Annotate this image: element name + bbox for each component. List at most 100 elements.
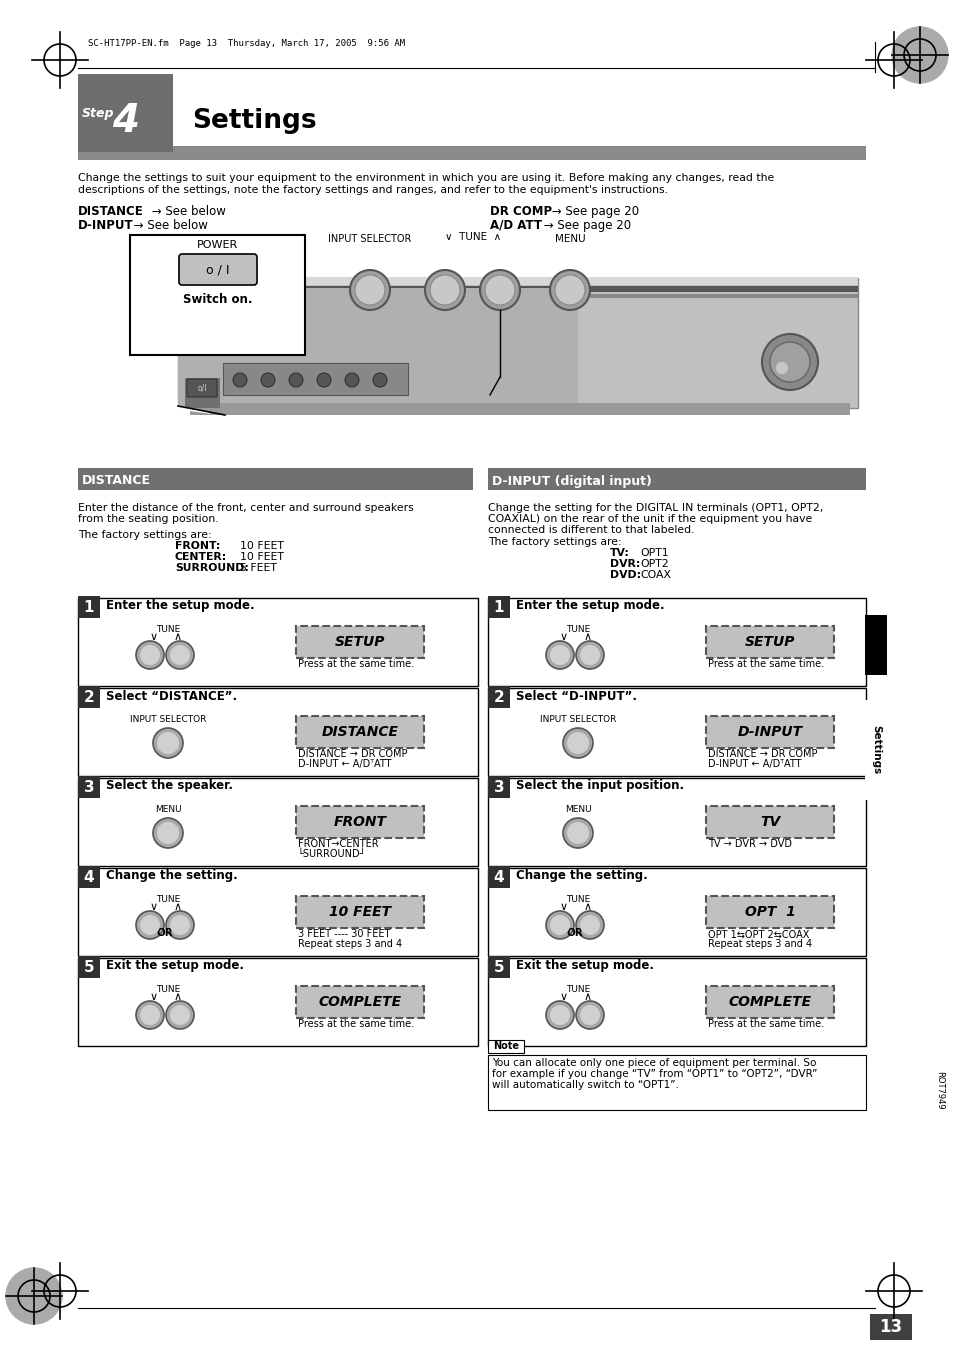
FancyBboxPatch shape bbox=[705, 896, 833, 928]
Text: will automatically switch to “OPT1”.: will automatically switch to “OPT1”. bbox=[492, 1079, 679, 1090]
Circle shape bbox=[550, 644, 569, 665]
FancyBboxPatch shape bbox=[705, 807, 833, 838]
Bar bbox=[864, 700, 886, 800]
FancyBboxPatch shape bbox=[179, 254, 256, 285]
Text: 5: 5 bbox=[493, 959, 504, 974]
Text: TUNE: TUNE bbox=[565, 626, 590, 635]
Circle shape bbox=[140, 1005, 160, 1025]
Text: Press at the same time.: Press at the same time. bbox=[707, 659, 823, 669]
Circle shape bbox=[424, 270, 464, 309]
Circle shape bbox=[136, 640, 164, 669]
Text: Press at the same time.: Press at the same time. bbox=[297, 1019, 414, 1029]
Text: POWER: POWER bbox=[197, 240, 238, 250]
Bar bbox=[488, 778, 865, 866]
Text: Exit the setup mode.: Exit the setup mode. bbox=[516, 959, 654, 973]
Circle shape bbox=[136, 1001, 164, 1029]
Bar bbox=[78, 958, 477, 1046]
Text: o / I: o / I bbox=[206, 263, 230, 277]
Bar bbox=[488, 467, 865, 490]
Bar bbox=[78, 775, 100, 798]
Bar bbox=[488, 596, 510, 617]
Text: 4: 4 bbox=[493, 870, 504, 885]
Bar bbox=[488, 688, 865, 775]
Bar bbox=[190, 403, 849, 415]
FancyBboxPatch shape bbox=[705, 626, 833, 658]
Text: Step 4: Step 4 bbox=[870, 626, 880, 665]
Text: D-INPUT (digital input): D-INPUT (digital input) bbox=[492, 474, 651, 488]
Bar bbox=[78, 596, 100, 617]
Bar bbox=[178, 286, 857, 292]
Text: ∧: ∧ bbox=[583, 902, 592, 912]
Bar bbox=[488, 958, 865, 1046]
Circle shape bbox=[166, 911, 193, 939]
Bar bbox=[78, 957, 100, 978]
Circle shape bbox=[769, 342, 809, 382]
Circle shape bbox=[484, 276, 515, 305]
Circle shape bbox=[170, 644, 190, 665]
Bar bbox=[78, 866, 100, 888]
Text: 1: 1 bbox=[494, 600, 504, 615]
Circle shape bbox=[576, 640, 603, 669]
Text: DISTANCE: DISTANCE bbox=[82, 474, 151, 488]
Circle shape bbox=[289, 373, 303, 386]
Text: The factory settings are:: The factory settings are: bbox=[78, 530, 212, 540]
Text: Change the settings to suit your equipment to the environment in which you are u: Change the settings to suit your equipme… bbox=[78, 173, 774, 182]
Circle shape bbox=[579, 1005, 599, 1025]
Text: MENU: MENU bbox=[154, 805, 181, 815]
Text: TUNE: TUNE bbox=[155, 985, 180, 994]
Text: COAX: COAX bbox=[639, 570, 670, 580]
Text: ∨: ∨ bbox=[559, 632, 567, 642]
Circle shape bbox=[345, 373, 358, 386]
Text: Select the speaker.: Select the speaker. bbox=[106, 780, 233, 793]
Text: TV → DVR → DVD: TV → DVR → DVD bbox=[707, 839, 791, 848]
Text: Change the setting for the DIGITAL IN terminals (OPT1, OPT2,: Change the setting for the DIGITAL IN te… bbox=[488, 503, 822, 513]
Text: MENU: MENU bbox=[564, 805, 591, 815]
Bar bbox=[488, 1040, 523, 1052]
Text: Note: Note bbox=[493, 1042, 518, 1051]
Text: SETUP: SETUP bbox=[744, 635, 795, 648]
Text: ∨  TUNE  ∧: ∨ TUNE ∧ bbox=[444, 232, 500, 242]
Text: OR: OR bbox=[156, 928, 173, 938]
Circle shape bbox=[6, 1269, 62, 1324]
Text: INPUT SELECTOR: INPUT SELECTOR bbox=[130, 716, 206, 724]
Text: D-INPUT: D-INPUT bbox=[78, 219, 133, 232]
Text: DISTANCE: DISTANCE bbox=[78, 205, 144, 218]
Circle shape bbox=[316, 373, 331, 386]
Text: COMPLETE: COMPLETE bbox=[728, 994, 811, 1009]
Text: 10 FEET: 10 FEET bbox=[240, 553, 284, 562]
Text: Enter the setup mode.: Enter the setup mode. bbox=[106, 600, 254, 612]
Circle shape bbox=[170, 1005, 190, 1025]
Circle shape bbox=[136, 911, 164, 939]
Text: connected is different to that labeled.: connected is different to that labeled. bbox=[488, 526, 694, 535]
Text: → See page 20: → See page 20 bbox=[539, 219, 631, 232]
Text: DISTANCE → DR COMP: DISTANCE → DR COMP bbox=[707, 748, 817, 759]
FancyBboxPatch shape bbox=[295, 626, 423, 658]
Text: Settings: Settings bbox=[870, 725, 880, 774]
Text: 4: 4 bbox=[112, 101, 139, 141]
Circle shape bbox=[233, 373, 247, 386]
Text: TUNE: TUNE bbox=[155, 626, 180, 635]
Text: ∧: ∧ bbox=[173, 632, 182, 642]
Text: 1: 1 bbox=[84, 600, 94, 615]
Circle shape bbox=[576, 911, 603, 939]
Text: Press at the same time.: Press at the same time. bbox=[707, 1019, 823, 1029]
Bar bbox=[78, 598, 477, 686]
FancyBboxPatch shape bbox=[705, 716, 833, 748]
Text: Press at the same time.: Press at the same time. bbox=[297, 659, 414, 669]
Text: TUNE: TUNE bbox=[565, 985, 590, 994]
Text: TUNE: TUNE bbox=[565, 896, 590, 905]
Circle shape bbox=[579, 644, 599, 665]
Text: ∧: ∧ bbox=[173, 992, 182, 1002]
Text: Repeat steps 3 and 4: Repeat steps 3 and 4 bbox=[297, 939, 402, 948]
Text: ∧: ∧ bbox=[583, 632, 592, 642]
Text: 3 FEET ---- 30 FEET: 3 FEET ---- 30 FEET bbox=[297, 929, 390, 939]
Circle shape bbox=[775, 362, 787, 374]
Bar bbox=[178, 295, 857, 299]
Bar bbox=[864, 615, 886, 676]
Bar bbox=[78, 686, 100, 708]
Text: o/I: o/I bbox=[197, 384, 207, 393]
Circle shape bbox=[166, 640, 193, 669]
Circle shape bbox=[355, 276, 385, 305]
Text: ∧: ∧ bbox=[583, 992, 592, 1002]
Bar bbox=[488, 867, 865, 957]
